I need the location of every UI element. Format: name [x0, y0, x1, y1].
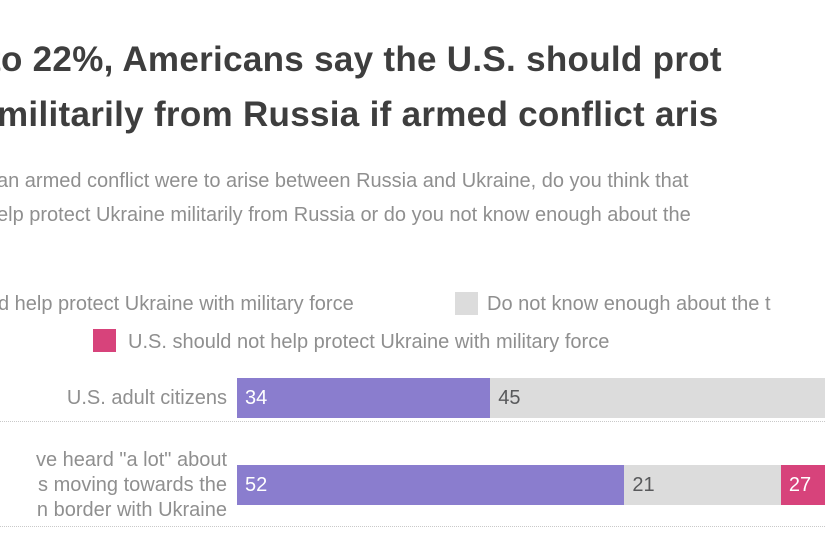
bar-row: ve heard "a lot" about s moving towards t…: [0, 447, 825, 523]
chart-subtitle-line-1: an armed conflict were to arise between …: [0, 170, 689, 192]
row-separator: [0, 421, 825, 422]
bar-segment-unknown: 21: [624, 465, 781, 505]
row-label: ve heard "a lot" about s moving towards t…: [0, 448, 227, 523]
bar-segment-oppose: 27: [780, 465, 825, 505]
row-label-line: n border with Ukraine: [36, 498, 227, 521]
chart-subtitle-line-2: elp protect Ukraine militarily from Russ…: [0, 204, 691, 226]
legend-label-unknown: Do not know enough about the t: [487, 293, 771, 315]
legend-label-help: d help protect Ukraine with military for…: [0, 293, 354, 315]
chart-title-line-1: to 22%, Americans say the U.S. should pr…: [0, 40, 722, 79]
bar-track: 52 21 27: [237, 465, 825, 505]
bar-value-label: 45: [498, 386, 521, 409]
legend-swatch-oppose-icon: [93, 329, 116, 352]
chart-title-line-2: militarily from Russia if armed conflict…: [0, 95, 719, 134]
bar-track: 34 45: [237, 378, 825, 418]
row-label-line: ve heard "a lot" about: [36, 448, 227, 471]
bar-segment-unknown: 45: [490, 378, 825, 418]
bar-value-label: 21: [632, 473, 655, 496]
row-label: U.S. adult citizens: [0, 386, 227, 411]
legend-swatch-unknown-icon: [455, 292, 478, 315]
bar-row: U.S. adult citizens 34 45: [0, 378, 825, 418]
bar-value-label: 34: [245, 386, 268, 409]
legend-label-oppose: U.S. should not help protect Ukraine wit…: [128, 331, 610, 353]
bar-value-label: 27: [788, 473, 812, 496]
row-label-line: s moving towards the: [38, 473, 227, 496]
row-separator: [0, 526, 825, 527]
bar-value-label: 52: [245, 473, 268, 496]
bar-segment-help: 34: [237, 378, 491, 418]
bar-segment-help: 52: [237, 465, 625, 505]
row-label-line: U.S. adult citizens: [66, 386, 227, 409]
